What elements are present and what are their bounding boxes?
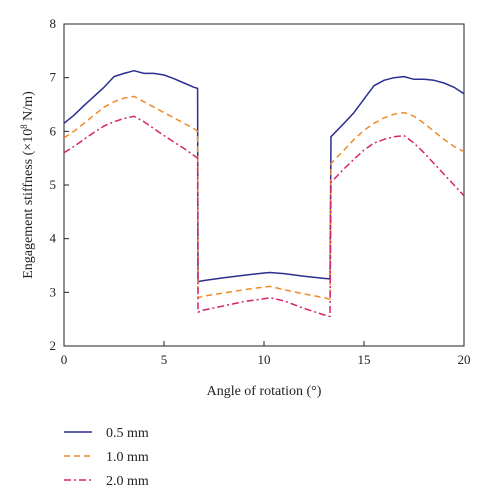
- legend-label: 0.5 mm: [106, 426, 149, 441]
- series-line-2: [63, 95, 465, 301]
- y-tick-label: 3: [50, 284, 57, 299]
- y-axis-title-sup: 8: [19, 124, 29, 129]
- y-axis-title-main: Engagement stiffness (×10: [21, 129, 36, 279]
- x-tick-label: 5: [161, 352, 168, 367]
- x-tick-label: 0: [61, 352, 68, 367]
- x-tick-label: 15: [358, 352, 371, 367]
- y-axis-title: Engagement stiffness (×108 N/m): [19, 91, 36, 279]
- y-tick-label: 4: [50, 231, 57, 246]
- plot-frame: [63, 23, 465, 347]
- y-tick-label: 7: [50, 70, 57, 85]
- legend: 0.5 mm 1.0 mm 2.0 mm: [64, 426, 149, 489]
- x-tick-label: 10: [258, 352, 271, 367]
- y-axis-title-unit: N/m): [21, 91, 36, 124]
- y-tick-label: 8: [50, 16, 57, 31]
- axis-ticks: 0 5 10 15 20 2 3 4 5 6 7 8: [50, 16, 471, 367]
- y-tick-label: 5: [50, 177, 57, 192]
- y-tick-label: 2: [50, 338, 57, 353]
- series-lines: [63, 69, 465, 318]
- y-tick-label: 6: [50, 123, 57, 138]
- series-line-1: [63, 69, 465, 283]
- x-tick-label: 20: [458, 352, 471, 367]
- legend-label: 2.0 mm: [106, 474, 149, 489]
- series-line-3: [63, 115, 465, 318]
- x-axis-title: Angle of rotation (°): [207, 384, 322, 399]
- legend-label: 1.0 mm: [106, 450, 149, 465]
